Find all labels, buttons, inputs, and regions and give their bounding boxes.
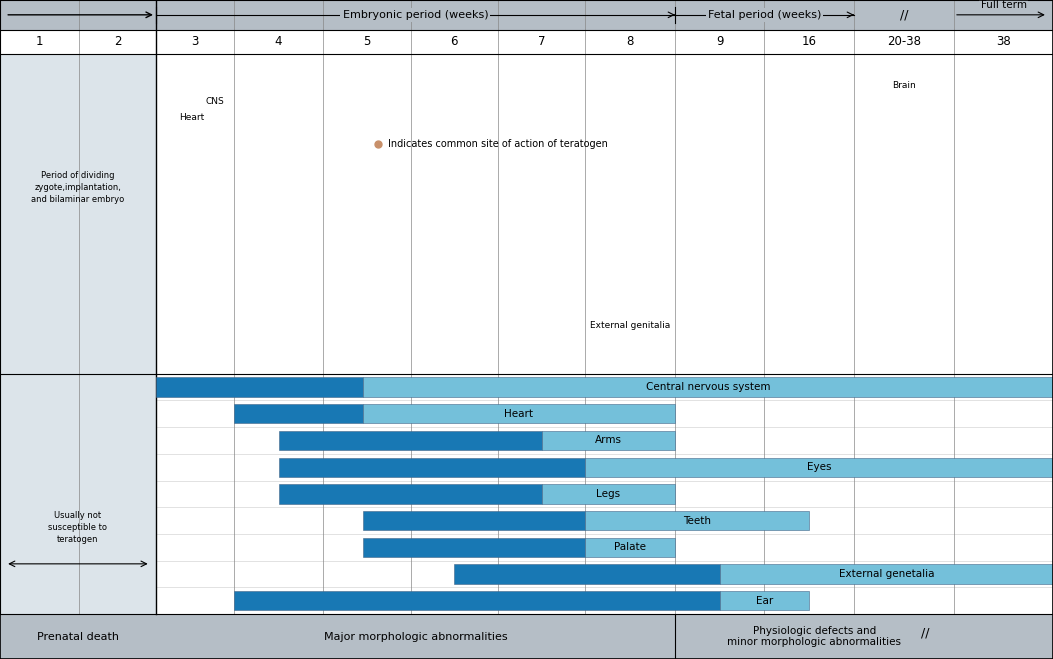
Text: 1: 1: [36, 36, 43, 48]
Text: External genitalia: External genitalia: [590, 321, 671, 330]
Bar: [585, 457, 1053, 477]
Bar: [541, 484, 675, 503]
Text: Fetal period (weeks): Fetal period (weeks): [708, 10, 821, 20]
Bar: [585, 511, 810, 530]
Bar: [234, 404, 362, 423]
Text: 20-38: 20-38: [887, 36, 921, 48]
Text: Physiologic defects and
minor morphologic abnormalities: Physiologic defects and minor morphologi…: [728, 626, 901, 647]
Text: External genetalia: External genetalia: [838, 569, 934, 579]
Text: //: //: [920, 627, 930, 640]
Text: 9: 9: [716, 36, 723, 48]
Bar: [0, 0, 1053, 30]
Bar: [720, 591, 810, 610]
Text: Brain: Brain: [892, 82, 916, 90]
Text: Indicates common site of action of teratogen: Indicates common site of action of terat…: [389, 138, 608, 148]
Bar: [362, 538, 585, 557]
Bar: [0, 614, 1053, 659]
Bar: [156, 54, 1053, 614]
Bar: [156, 54, 1053, 374]
Text: Period of dividing
zygote,implantation,
and bilaminar embryo: Period of dividing zygote,implantation, …: [32, 171, 124, 204]
Text: 5: 5: [363, 36, 371, 48]
Bar: [0, 54, 156, 614]
Text: Usually not
susceptible to
teratogen: Usually not susceptible to teratogen: [48, 511, 107, 544]
Bar: [362, 378, 1053, 397]
Bar: [278, 431, 541, 450]
Text: 16: 16: [801, 36, 817, 48]
Bar: [455, 565, 720, 584]
Text: Teeth: Teeth: [683, 515, 712, 526]
Text: Legs: Legs: [596, 489, 620, 499]
Text: Heart: Heart: [179, 113, 204, 123]
Bar: [541, 431, 675, 450]
Text: 4: 4: [275, 36, 282, 48]
Text: 6: 6: [451, 36, 458, 48]
Text: Heart: Heart: [504, 409, 533, 418]
Text: Ear: Ear: [756, 596, 773, 606]
Text: Eyes: Eyes: [807, 462, 832, 473]
Text: 2: 2: [114, 36, 121, 48]
Text: Prenatal death: Prenatal death: [37, 631, 119, 642]
Bar: [720, 565, 1053, 584]
Text: Full term: Full term: [980, 0, 1027, 9]
Text: Arms: Arms: [595, 436, 622, 445]
Bar: [278, 457, 585, 477]
Bar: [362, 404, 675, 423]
Text: Embryonic period (weeks): Embryonic period (weeks): [342, 10, 489, 20]
Text: 3: 3: [191, 36, 199, 48]
Text: 8: 8: [627, 36, 634, 48]
Text: 7: 7: [538, 36, 545, 48]
Bar: [156, 378, 362, 397]
Text: 38: 38: [996, 36, 1011, 48]
Bar: [585, 538, 675, 557]
Bar: [234, 591, 720, 610]
Text: Central nervous system: Central nervous system: [645, 382, 770, 392]
Bar: [278, 484, 541, 503]
Text: CNS: CNS: [205, 98, 224, 107]
Bar: [0, 30, 1053, 54]
Text: Major morphologic abnormalities: Major morphologic abnormalities: [323, 631, 508, 642]
Bar: [362, 511, 585, 530]
Text: Palate: Palate: [614, 542, 647, 552]
Text: //: //: [899, 9, 909, 21]
